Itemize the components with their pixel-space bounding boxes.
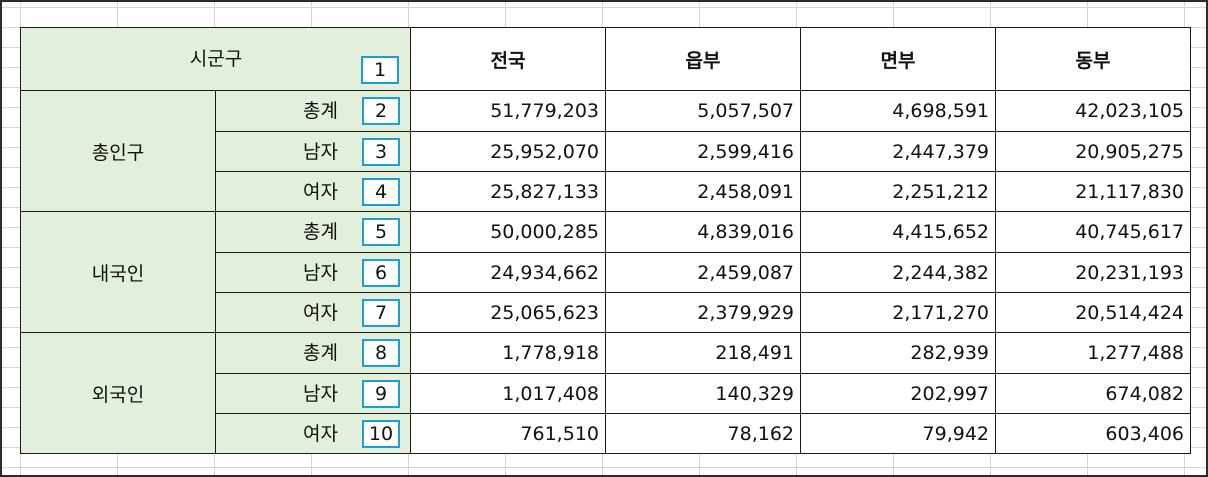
value-cell[interactable]: 1,277,488 xyxy=(995,332,1191,374)
row-label-cell[interactable]: 여자 7 xyxy=(215,292,411,333)
value-cell[interactable]: 218,491 xyxy=(605,332,801,374)
table-row: 남자 6 24,934,662 2,459,087 2,244,382 20,2… xyxy=(21,252,1191,293)
marker-badge: 2 xyxy=(362,97,400,125)
table-row: 남자 3 25,952,070 2,599,416 2,447,379 20,9… xyxy=(21,131,1191,172)
marker-badge: 3 xyxy=(362,138,400,166)
value-cell[interactable]: 761,510 xyxy=(410,413,606,454)
value-cell[interactable]: 2,459,087 xyxy=(605,252,801,293)
population-table: 시군구 1 전국 읍부 면부 동부 총인구 총계 2 51,779,203 5,… xyxy=(20,27,1191,454)
table-row: 내국인 총계 5 50,000,285 4,839,016 4,415,652 … xyxy=(20,211,1191,333)
marker-badge: 10 xyxy=(362,420,400,448)
row-label: 총계 xyxy=(303,221,338,243)
value-cell[interactable]: 78,162 xyxy=(605,413,801,454)
value-cell[interactable]: 603,406 xyxy=(995,413,1191,454)
value-cell[interactable]: 4,415,652 xyxy=(800,211,996,253)
marker-badge: 6 xyxy=(362,259,400,287)
row-label: 여자 xyxy=(303,181,338,203)
group-label-foreigners[interactable]: 외국인 xyxy=(20,332,216,454)
table-row: 여자 10 761,510 78,162 79,942 603,406 xyxy=(21,413,1191,454)
value-cell[interactable]: 21,117,830 xyxy=(995,171,1191,212)
column-header-dong[interactable]: 동부 xyxy=(995,27,1191,91)
table-row: 총인구 총계 2 51,779,203 5,057,507 4,698,591 … xyxy=(20,90,1191,212)
value-cell[interactable]: 25,827,133 xyxy=(410,171,606,212)
value-cell[interactable]: 140,329 xyxy=(605,373,801,414)
column-header-myeon[interactable]: 면부 xyxy=(800,27,996,91)
row-label-cell[interactable]: 남자 6 xyxy=(215,252,411,293)
header-row: 시군구 1 전국 읍부 면부 동부 xyxy=(20,27,1191,91)
row-label-cell[interactable]: 남자 9 xyxy=(215,373,411,414)
row-label: 총계 xyxy=(303,342,338,364)
value-cell[interactable]: 282,939 xyxy=(800,332,996,374)
value-cell[interactable]: 2,599,416 xyxy=(605,131,801,172)
corner-header-cell[interactable]: 시군구 1 xyxy=(20,27,411,91)
value-cell[interactable]: 1,778,918 xyxy=(410,332,606,374)
marker-badge: 1 xyxy=(361,56,399,84)
table-row: 여자 4 25,827,133 2,458,091 2,251,212 21,1… xyxy=(21,171,1191,212)
value-cell[interactable]: 20,231,193 xyxy=(995,252,1191,293)
row-label: 남자 xyxy=(303,262,338,284)
value-cell[interactable]: 2,458,091 xyxy=(605,171,801,212)
value-cell[interactable]: 25,952,070 xyxy=(410,131,606,172)
column-header-eup[interactable]: 읍부 xyxy=(605,27,801,91)
row-label-cell[interactable]: 여자 4 xyxy=(215,171,411,212)
value-cell[interactable]: 2,171,270 xyxy=(800,292,996,333)
value-cell[interactable]: 24,934,662 xyxy=(410,252,606,293)
value-cell[interactable]: 4,839,016 xyxy=(605,211,801,253)
value-cell[interactable]: 20,905,275 xyxy=(995,131,1191,172)
value-cell[interactable]: 20,514,424 xyxy=(995,292,1191,333)
value-cell[interactable]: 79,942 xyxy=(800,413,996,454)
row-label-cell[interactable]: 남자 3 xyxy=(215,131,411,172)
row-label: 여자 xyxy=(303,302,338,324)
row-label: 남자 xyxy=(303,383,338,405)
column-header-nationwide[interactable]: 전국 xyxy=(410,27,606,91)
value-cell[interactable]: 4,698,591 xyxy=(800,90,996,132)
value-cell[interactable]: 2,251,212 xyxy=(800,171,996,212)
value-cell[interactable]: 202,997 xyxy=(800,373,996,414)
table-row: 여자 7 25,065,623 2,379,929 2,171,270 20,5… xyxy=(21,292,1191,333)
row-label: 총계 xyxy=(303,100,338,122)
value-cell[interactable]: 2,447,379 xyxy=(800,131,996,172)
marker-badge: 7 xyxy=(362,299,400,327)
group-label-nationals[interactable]: 내국인 xyxy=(20,211,216,333)
value-cell[interactable]: 2,379,929 xyxy=(605,292,801,333)
row-label: 남자 xyxy=(303,141,338,163)
value-cell[interactable]: 51,779,203 xyxy=(410,90,606,132)
row-label-cell[interactable]: 여자 10 xyxy=(215,413,411,454)
value-cell[interactable]: 25,065,623 xyxy=(410,292,606,333)
row-label-cell[interactable]: 총계 8 xyxy=(215,332,411,374)
value-cell[interactable]: 50,000,285 xyxy=(410,211,606,253)
group-label-total-population[interactable]: 총인구 xyxy=(20,90,216,212)
marker-badge: 4 xyxy=(362,178,400,206)
row-label: 여자 xyxy=(303,423,338,445)
row-label-cell[interactable]: 총계 2 xyxy=(215,90,411,132)
marker-badge: 8 xyxy=(362,339,400,367)
value-cell[interactable]: 40,745,617 xyxy=(995,211,1191,253)
value-cell[interactable]: 42,023,105 xyxy=(995,90,1191,132)
value-cell[interactable]: 674,082 xyxy=(995,373,1191,414)
value-cell[interactable]: 2,244,382 xyxy=(800,252,996,293)
value-cell[interactable]: 1,017,408 xyxy=(410,373,606,414)
marker-badge: 5 xyxy=(362,218,400,246)
table-row: 외국인 총계 8 1,778,918 218,491 282,939 1,277… xyxy=(20,332,1191,454)
value-cell[interactable]: 5,057,507 xyxy=(605,90,801,132)
corner-header-label: 시군구 xyxy=(189,48,243,70)
marker-badge: 9 xyxy=(362,380,400,408)
row-label-cell[interactable]: 총계 5 xyxy=(215,211,411,253)
